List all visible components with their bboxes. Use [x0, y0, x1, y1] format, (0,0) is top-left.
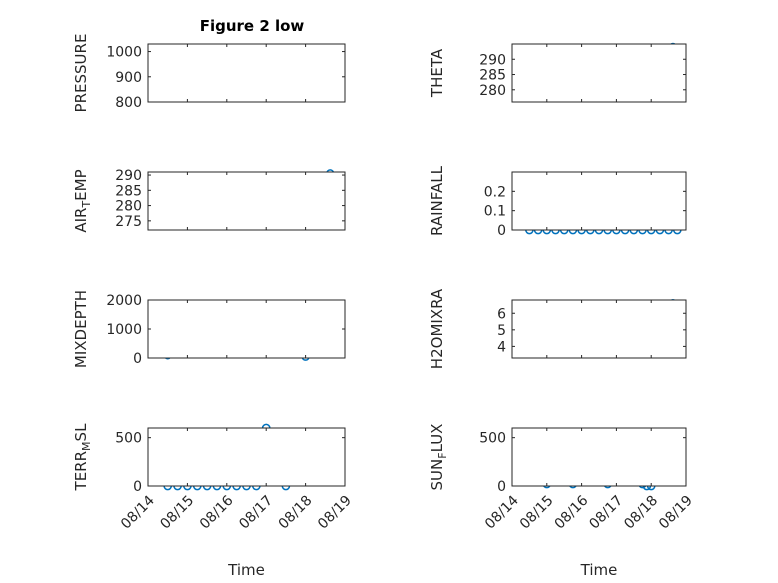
axes-box [147, 299, 346, 359]
x-tick-label: 08/19 [315, 493, 355, 533]
y-tick-label: 275 [115, 214, 142, 230]
y-tick-label: 6 [497, 306, 506, 322]
axes-box [511, 171, 687, 231]
subplot-7: 0 500 08/14 08/15 08/16 08/17 08/18 08/19 Time TE… [72, 423, 355, 579]
y-tick-label: 4 [497, 339, 506, 355]
y-tick-label: 290 [479, 52, 506, 68]
y-tick-label: 0 [133, 479, 142, 495]
y-tick-label: 0 [133, 351, 142, 367]
x-axis-label: Time [227, 561, 265, 579]
y-axis-label: AIRTEMP [72, 169, 93, 232]
y-tick-label: 5 [497, 323, 506, 339]
x-tick-label: 08/17 [586, 493, 626, 533]
x-tick-label: 08/14 [118, 493, 158, 533]
y-axis-label: SUNFLUX [428, 424, 449, 491]
subplot-1: 800 900 1000 PRESSURE [72, 34, 346, 113]
axes-box [147, 427, 346, 487]
x-tick-label: 08/14 [482, 493, 522, 533]
y-axis-label: RAINFALL [428, 165, 446, 236]
figure-title: Figure 2 low [200, 17, 305, 35]
y-tick-label: 290 [115, 168, 142, 184]
y-tick-label: 500 [115, 431, 142, 447]
y-tick-label: 800 [115, 95, 142, 111]
y-tick-label: 285 [479, 68, 506, 84]
x-tick-label: 08/16 [552, 493, 592, 533]
subplot-6: 456 H2OMIXRA [428, 288, 687, 369]
axes-box [147, 171, 346, 231]
y-axis-label: PRESSURE [72, 34, 90, 113]
x-tick-label: 08/19 [656, 493, 696, 533]
x-axis-label: Time [580, 561, 618, 579]
y-tick-label: 285 [115, 183, 142, 199]
y-axis-label: THETA [428, 48, 446, 98]
y-axis-label: MIXDEPTH [72, 290, 90, 368]
y-tick-label: 0 [497, 479, 506, 495]
y-tick-label: 500 [479, 431, 506, 447]
axes-box [511, 299, 687, 359]
y-tick-label: 0 [497, 223, 506, 239]
y-tick-label: 280 [115, 199, 142, 215]
y-tick-label: 280 [479, 83, 506, 99]
axes-box [511, 43, 687, 103]
y-tick-label: 900 [115, 70, 142, 86]
axes-box [147, 43, 346, 103]
x-tick-label: 08/18 [621, 493, 661, 533]
axes-box [511, 427, 687, 487]
x-tick-label: 08/17 [236, 493, 276, 533]
subplot-5: 0 1000 2000 MIXDEPTH [72, 290, 346, 368]
x-tick-label: 08/15 [517, 493, 557, 533]
y-axis-label: TERRMSL [72, 423, 93, 492]
y-tick-label: 0.2 [484, 184, 506, 200]
y-axis-label: H2OMIXRA [428, 288, 446, 369]
y-tick-label: 2000 [106, 293, 142, 309]
x-tick-label: 08/16 [197, 493, 237, 533]
y-tick-label: 1000 [106, 45, 142, 61]
x-tick-label: 08/15 [157, 493, 197, 533]
subplot-4: 0 0.1 0.2 RAINFALL [428, 165, 687, 239]
y-tick-label: 1000 [106, 322, 142, 338]
x-tick-label: 08/18 [276, 493, 316, 533]
y-tick-label: 0.1 [484, 204, 506, 220]
